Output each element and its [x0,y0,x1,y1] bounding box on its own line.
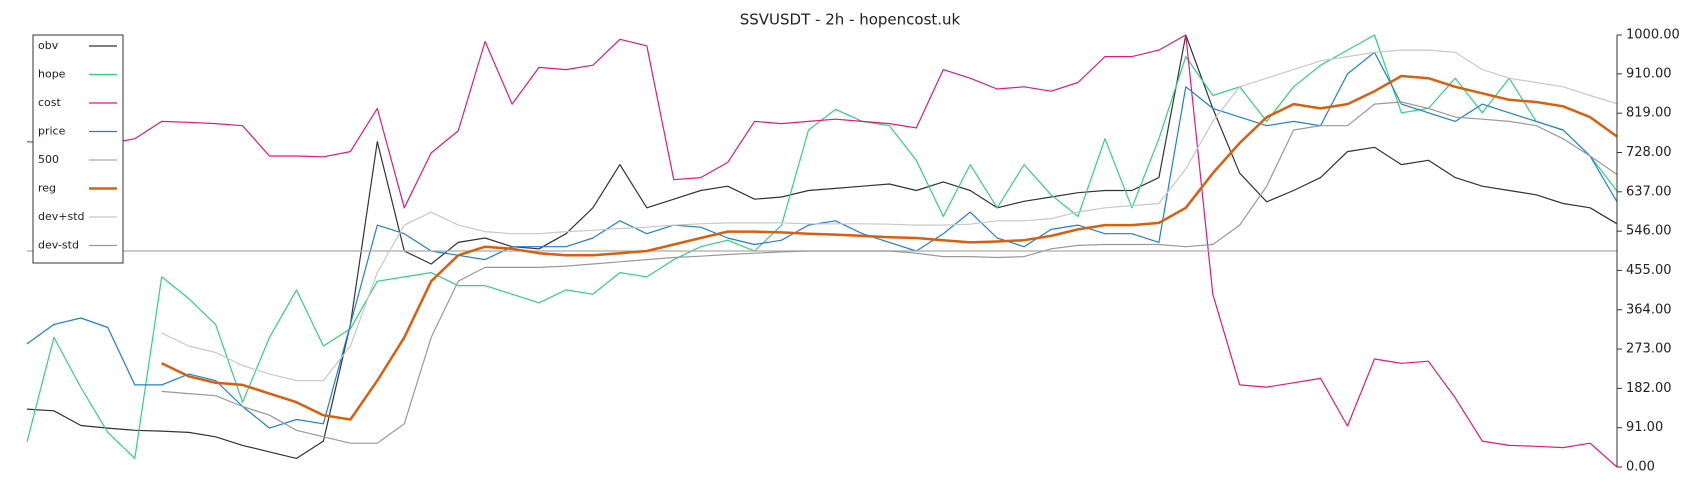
legend-label: 500 [38,153,59,166]
y-tick-label: 182.00 [1626,381,1672,396]
legend-label: cost [38,96,62,109]
legend-box [32,34,124,264]
y-tick-label: 364.00 [1626,302,1672,317]
series-line [26,34,1618,468]
y-tick-label: 1000.00 [1626,28,1680,43]
y-tick-label: 728.00 [1626,145,1672,160]
series-line [161,101,1618,444]
legend: obv hope cost price 500 reg dev+std dev-std [32,34,124,264]
legend-label: hope [38,68,66,81]
y-tick-label: 546.00 [1626,224,1672,239]
series-line [161,49,1618,382]
y-tick-label: 455.00 [1626,263,1672,278]
series-line [26,34,1618,459]
series-line [26,34,1618,459]
legend-label: obv [38,39,59,52]
series-line [26,51,1618,429]
legend-label: reg [38,182,56,195]
y-tick-label: 273.00 [1626,342,1672,357]
y-axis: 0.00 91.00 182.00 273.00 364.00 455.00 546.00 6… [1616,28,1680,475]
y-tick-label: 637.00 [1626,184,1672,199]
y-tick-label: 819.00 [1626,106,1672,121]
legend-label: dev+std [38,210,85,223]
y-tick-label: 0.00 [1626,460,1655,475]
legend-label: dev-std [38,239,79,252]
legend-label: price [38,125,66,138]
y-tick-label: 91.00 [1626,420,1663,435]
plot-area [26,34,1618,468]
chart-title: SSVUSDT - 2h - hopencost.uk [740,11,961,29]
series-line [161,74,1618,421]
y-tick-label: 910.00 [1626,66,1672,81]
